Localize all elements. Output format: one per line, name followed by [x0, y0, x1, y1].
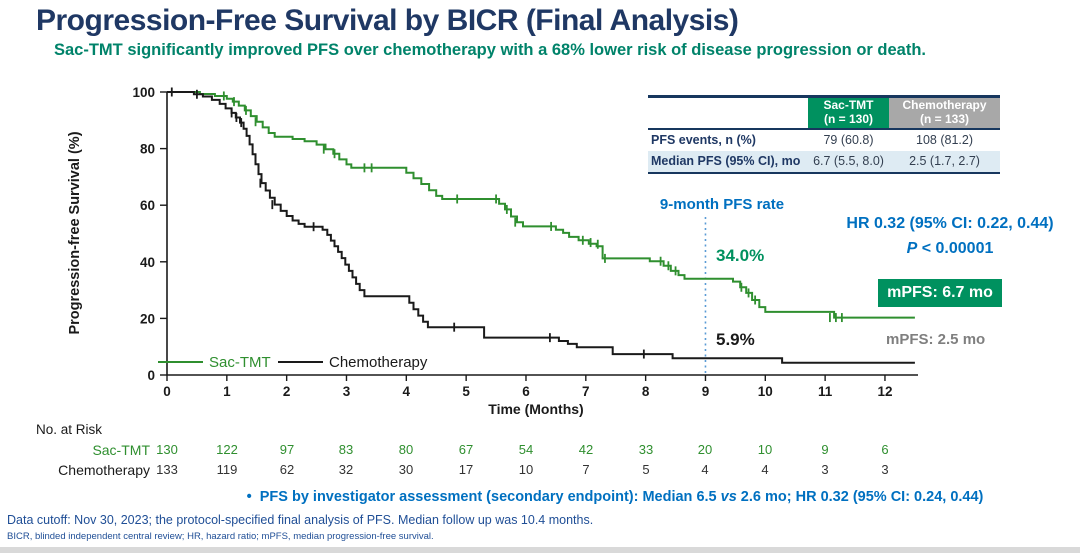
legend-label-sac-tmt: Sac-TMT: [209, 354, 271, 371]
pfs-events-sac: 79 (60.8): [823, 133, 874, 148]
risk-row-label: Chemotherapy: [58, 462, 150, 478]
risk-count: 30: [398, 462, 414, 477]
x-tick-label: 7: [582, 384, 590, 399]
hazard-ratio-text: HR 0.32 (95% CI: 0.22, 0.44): [846, 215, 1054, 232]
risk-count: 133: [156, 462, 178, 477]
risk-count: 10: [518, 462, 534, 477]
chemo-header-label: Chemotherapy: [902, 98, 987, 112]
mpfs-chemo-label: mPFS: 2.5 mo: [886, 331, 986, 348]
sac-tmt-9mo-rate: 34.0%: [716, 246, 765, 265]
risk-count: 3: [881, 462, 889, 477]
data-cutoff-footnote: Data cutoff: Nov 30, 2023; the protocol-…: [7, 513, 594, 527]
chemo-header-n: (n = 133): [919, 111, 970, 126]
page-title: Progression-Free Survival by BICR (Final…: [36, 4, 739, 37]
number-at-risk-title: No. at Risk: [36, 422, 103, 437]
x-tick-label: 6: [522, 384, 530, 399]
risk-count: 130: [156, 442, 178, 457]
risk-row-label: Sac-TMT: [92, 442, 150, 458]
y-tick-label: 60: [140, 198, 155, 213]
investigator-assessment-bullet: • PFS by investigator assessment (second…: [150, 489, 1080, 505]
chemo-9mo-rate: 5.9%: [716, 330, 755, 349]
risk-count: 80: [398, 442, 414, 457]
bullet-vs: vs: [720, 489, 737, 505]
legend-label-chemotherapy: Chemotherapy: [329, 354, 428, 371]
median-pfs-chemo: 2.5 (1.7, 2.7): [909, 154, 980, 169]
summary-header-row: Sac-TMT (n = 130) Chemotherapy (n = 133): [648, 96, 1000, 129]
y-tick-label: 0: [147, 368, 155, 383]
bullet-icon: •: [246, 489, 252, 505]
x-tick-label: 11: [818, 384, 833, 399]
summary-header-chemo: Chemotherapy (n = 133): [889, 96, 1000, 129]
x-axis-title: Time (Months): [488, 401, 583, 417]
median-pfs-label: Median PFS (95% CI), mo: [651, 154, 801, 169]
x-tick-label: 2: [283, 384, 291, 399]
pfs-summary-table: Sac-TMT (n = 130) Chemotherapy (n = 133)…: [648, 95, 1000, 174]
x-tick-label: 5: [462, 384, 470, 399]
bullet-text-suffix: 2.6 mo; HR 0.32 (95% CI: 0.24, 0.44): [736, 489, 984, 505]
x-tick-label: 3: [343, 384, 351, 399]
p-value-rest: < 0.00001: [917, 240, 994, 257]
chemotherapy-curve: [167, 87, 915, 364]
risk-count: 42: [578, 442, 594, 457]
subtitle: Sac-TMT significantly improved PFS over …: [54, 41, 926, 59]
sac-tmt-curve: [167, 91, 915, 323]
p-value-text: P < 0.00001: [830, 240, 1070, 258]
x-tick-label: 0: [163, 384, 171, 399]
risk-count: 32: [338, 462, 354, 477]
abbreviations-footnote: BICR, blinded independent central review…: [7, 531, 434, 542]
risk-count: 4: [701, 462, 709, 477]
table-row: PFS events, n (%) 79 (60.8) 108 (81.2): [648, 129, 1000, 151]
y-tick-label: 100: [132, 85, 155, 100]
y-tick-label: 40: [140, 255, 155, 270]
bottom-divider-bar: [0, 547, 1080, 553]
sac-tmt-header-n: (n = 130): [823, 111, 874, 126]
y-tick-label: 80: [140, 142, 155, 157]
summary-header-sac-tmt: Sac-TMT (n = 130): [808, 96, 889, 129]
risk-count: 9: [821, 442, 829, 457]
risk-count: 119: [216, 462, 238, 477]
sac-tmt-header-label: Sac-TMT: [823, 98, 874, 112]
x-tick-label: 12: [877, 384, 892, 399]
legend: Sac-TMT Chemotherapy: [158, 354, 428, 371]
x-tick-label: 1: [223, 384, 231, 399]
risk-count: 17: [458, 462, 474, 477]
x-tick-label: 9: [702, 384, 710, 399]
y-axis-title: Progression-free Survival (%): [67, 131, 83, 334]
x-tick-label: 4: [403, 384, 411, 399]
y-tick-label: 20: [140, 311, 155, 326]
mpfs-sac-badge: mPFS: 6.7 mo: [878, 279, 1002, 307]
risk-count: 7: [582, 462, 590, 477]
risk-count: 10: [757, 442, 773, 457]
risk-count: 4: [761, 462, 769, 477]
pfs-events-label: PFS events, n (%): [651, 133, 756, 148]
pfs-events-chemo: 108 (81.2): [916, 133, 973, 148]
risk-count: 20: [697, 442, 713, 457]
risk-count: 6: [881, 442, 889, 457]
risk-count: 97: [279, 442, 295, 457]
risk-count: 83: [338, 442, 354, 457]
risk-count: 62: [279, 462, 295, 477]
risk-count: 67: [458, 442, 474, 457]
x-tick-label: 10: [758, 384, 773, 399]
table-row: Median PFS (95% CI), mo 6.7 (5.5, 8.0) 2…: [648, 150, 1000, 173]
x-tick-label: 8: [642, 384, 650, 399]
risk-count: 54: [518, 442, 534, 457]
p-value-symbol: P: [906, 240, 918, 257]
risk-count: 33: [638, 442, 654, 457]
summary-header-blank: [648, 96, 808, 129]
median-pfs-sac: 6.7 (5.5, 8.0): [813, 154, 884, 169]
nine-month-pfs-label: 9-month PFS rate: [659, 196, 785, 213]
risk-count: 122: [216, 442, 238, 457]
risk-count: 3: [821, 462, 829, 477]
number-at-risk-table: No. at Risk Sac-TMT 130 122 97 83 80 67 54 42 33 2…: [0, 420, 1080, 482]
risk-count: 5: [642, 462, 650, 477]
bullet-text-prefix: PFS by investigator assessment (secondar…: [259, 489, 721, 505]
